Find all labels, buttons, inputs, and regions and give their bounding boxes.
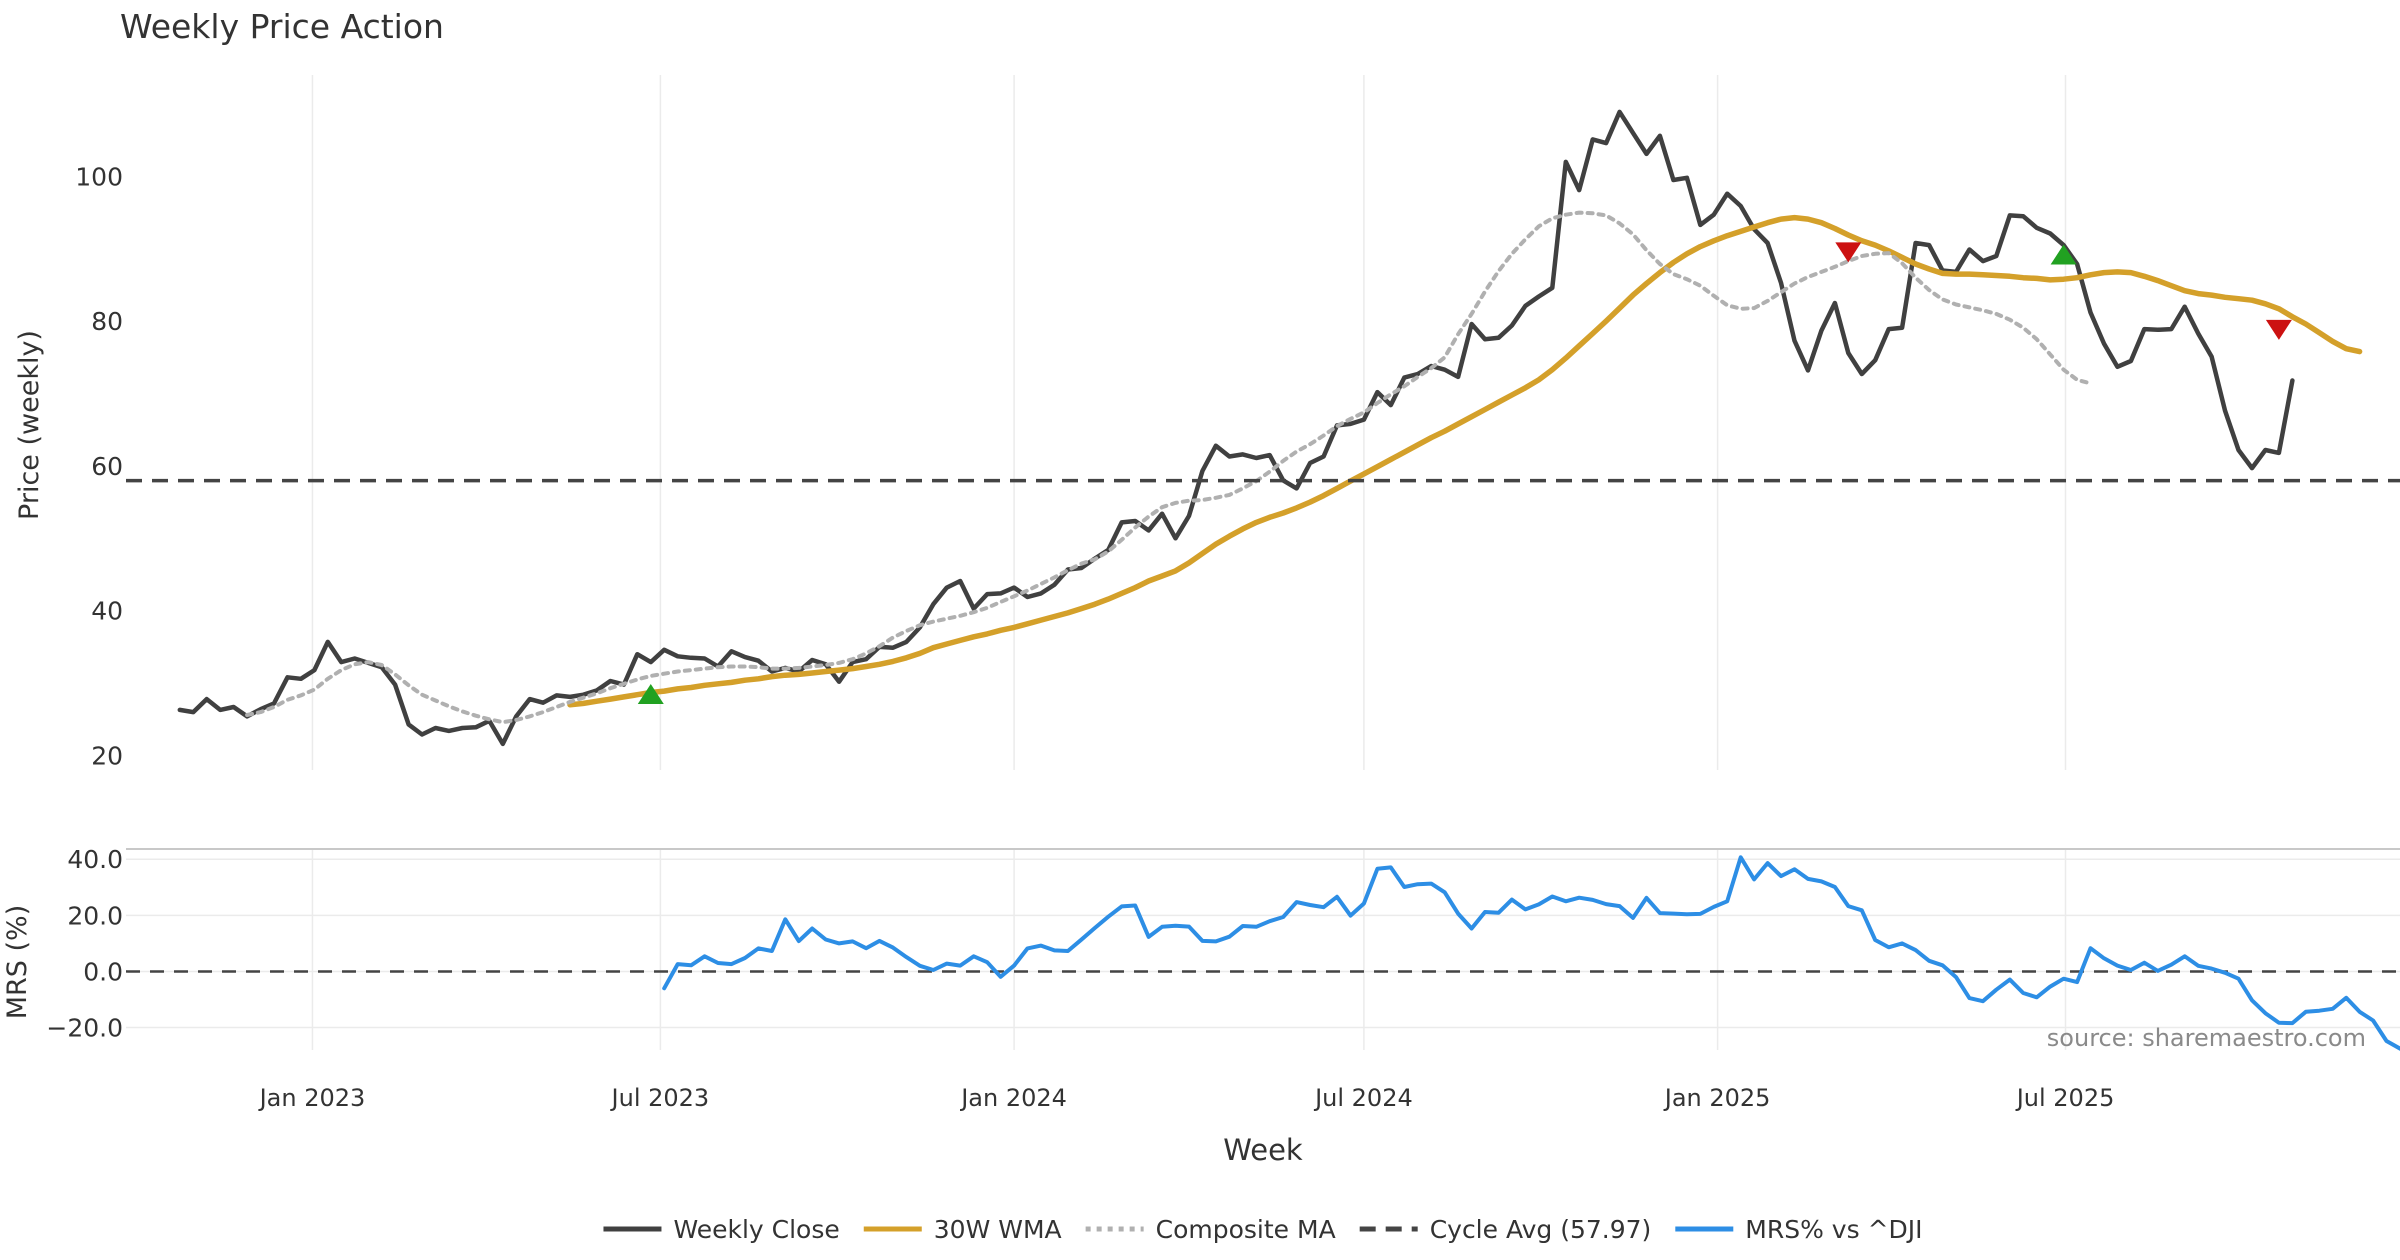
chart-title: Weekly Price Action <box>120 7 444 46</box>
mrs-y-tick-label: 20.0 <box>67 901 123 930</box>
x-tick-label: Jan 2025 <box>1663 1084 1771 1112</box>
source-note: source: sharemaestro.com <box>2047 1024 2366 1052</box>
mrs-y-tick-label: −20.0 <box>46 1014 123 1043</box>
legend-item-label: MRS% vs ^DJI <box>1745 1215 1922 1244</box>
legend-item-label: Cycle Avg (57.97) <box>1430 1215 1652 1244</box>
x-tick-label: Jan 2023 <box>258 1084 366 1112</box>
series-mrs-line <box>662 855 2400 1051</box>
sell-signal-marker <box>1835 242 1862 263</box>
price-y-tick-label: 60 <box>91 452 123 481</box>
mrs-y-axis-label: MRS (%) <box>2 905 33 1020</box>
series-composite-line <box>245 210 2093 725</box>
series-layer <box>126 109 2400 1051</box>
x-tick-label: Jul 2023 <box>610 1084 710 1112</box>
series-wma-line <box>567 214 2363 708</box>
x-tick-label: Jul 2024 <box>1313 1084 1413 1112</box>
series-close-line <box>177 109 2295 747</box>
mrs-y-tick-label: 0.0 <box>83 957 123 986</box>
x-tick-label: Jan 2024 <box>959 1084 1067 1112</box>
price-y-tick-label: 100 <box>75 162 123 191</box>
mrs-y-tick-label: 40.0 <box>67 845 123 874</box>
buy-signal-marker <box>2050 244 2077 265</box>
legend-item-label: Composite MA <box>1156 1215 1336 1244</box>
buy-signal-marker <box>637 683 664 704</box>
grid-layer <box>126 75 2400 1050</box>
signal-layer <box>637 242 2292 704</box>
legend-item-label: 30W WMA <box>934 1215 1062 1244</box>
x-axis-label: Week <box>1223 1133 1303 1167</box>
price-y-axis-label: Price (weekly) <box>14 330 45 520</box>
x-tick-label: Jul 2025 <box>2015 1084 2115 1112</box>
legend: Weekly Close 30W WMA Composite MA Cycle Avg… <box>603 1215 1923 1244</box>
price-y-tick-label: 20 <box>91 742 123 771</box>
price-y-tick-label: 40 <box>91 597 123 626</box>
axis-layer: Jan 2023 Jul 2023 Jan 2024 Jul 2024 Jan 2025… <box>46 162 2114 1112</box>
sell-signal-marker <box>2265 319 2292 340</box>
legend-item-label: Weekly Close <box>673 1215 839 1244</box>
price-y-tick-label: 80 <box>91 307 123 336</box>
